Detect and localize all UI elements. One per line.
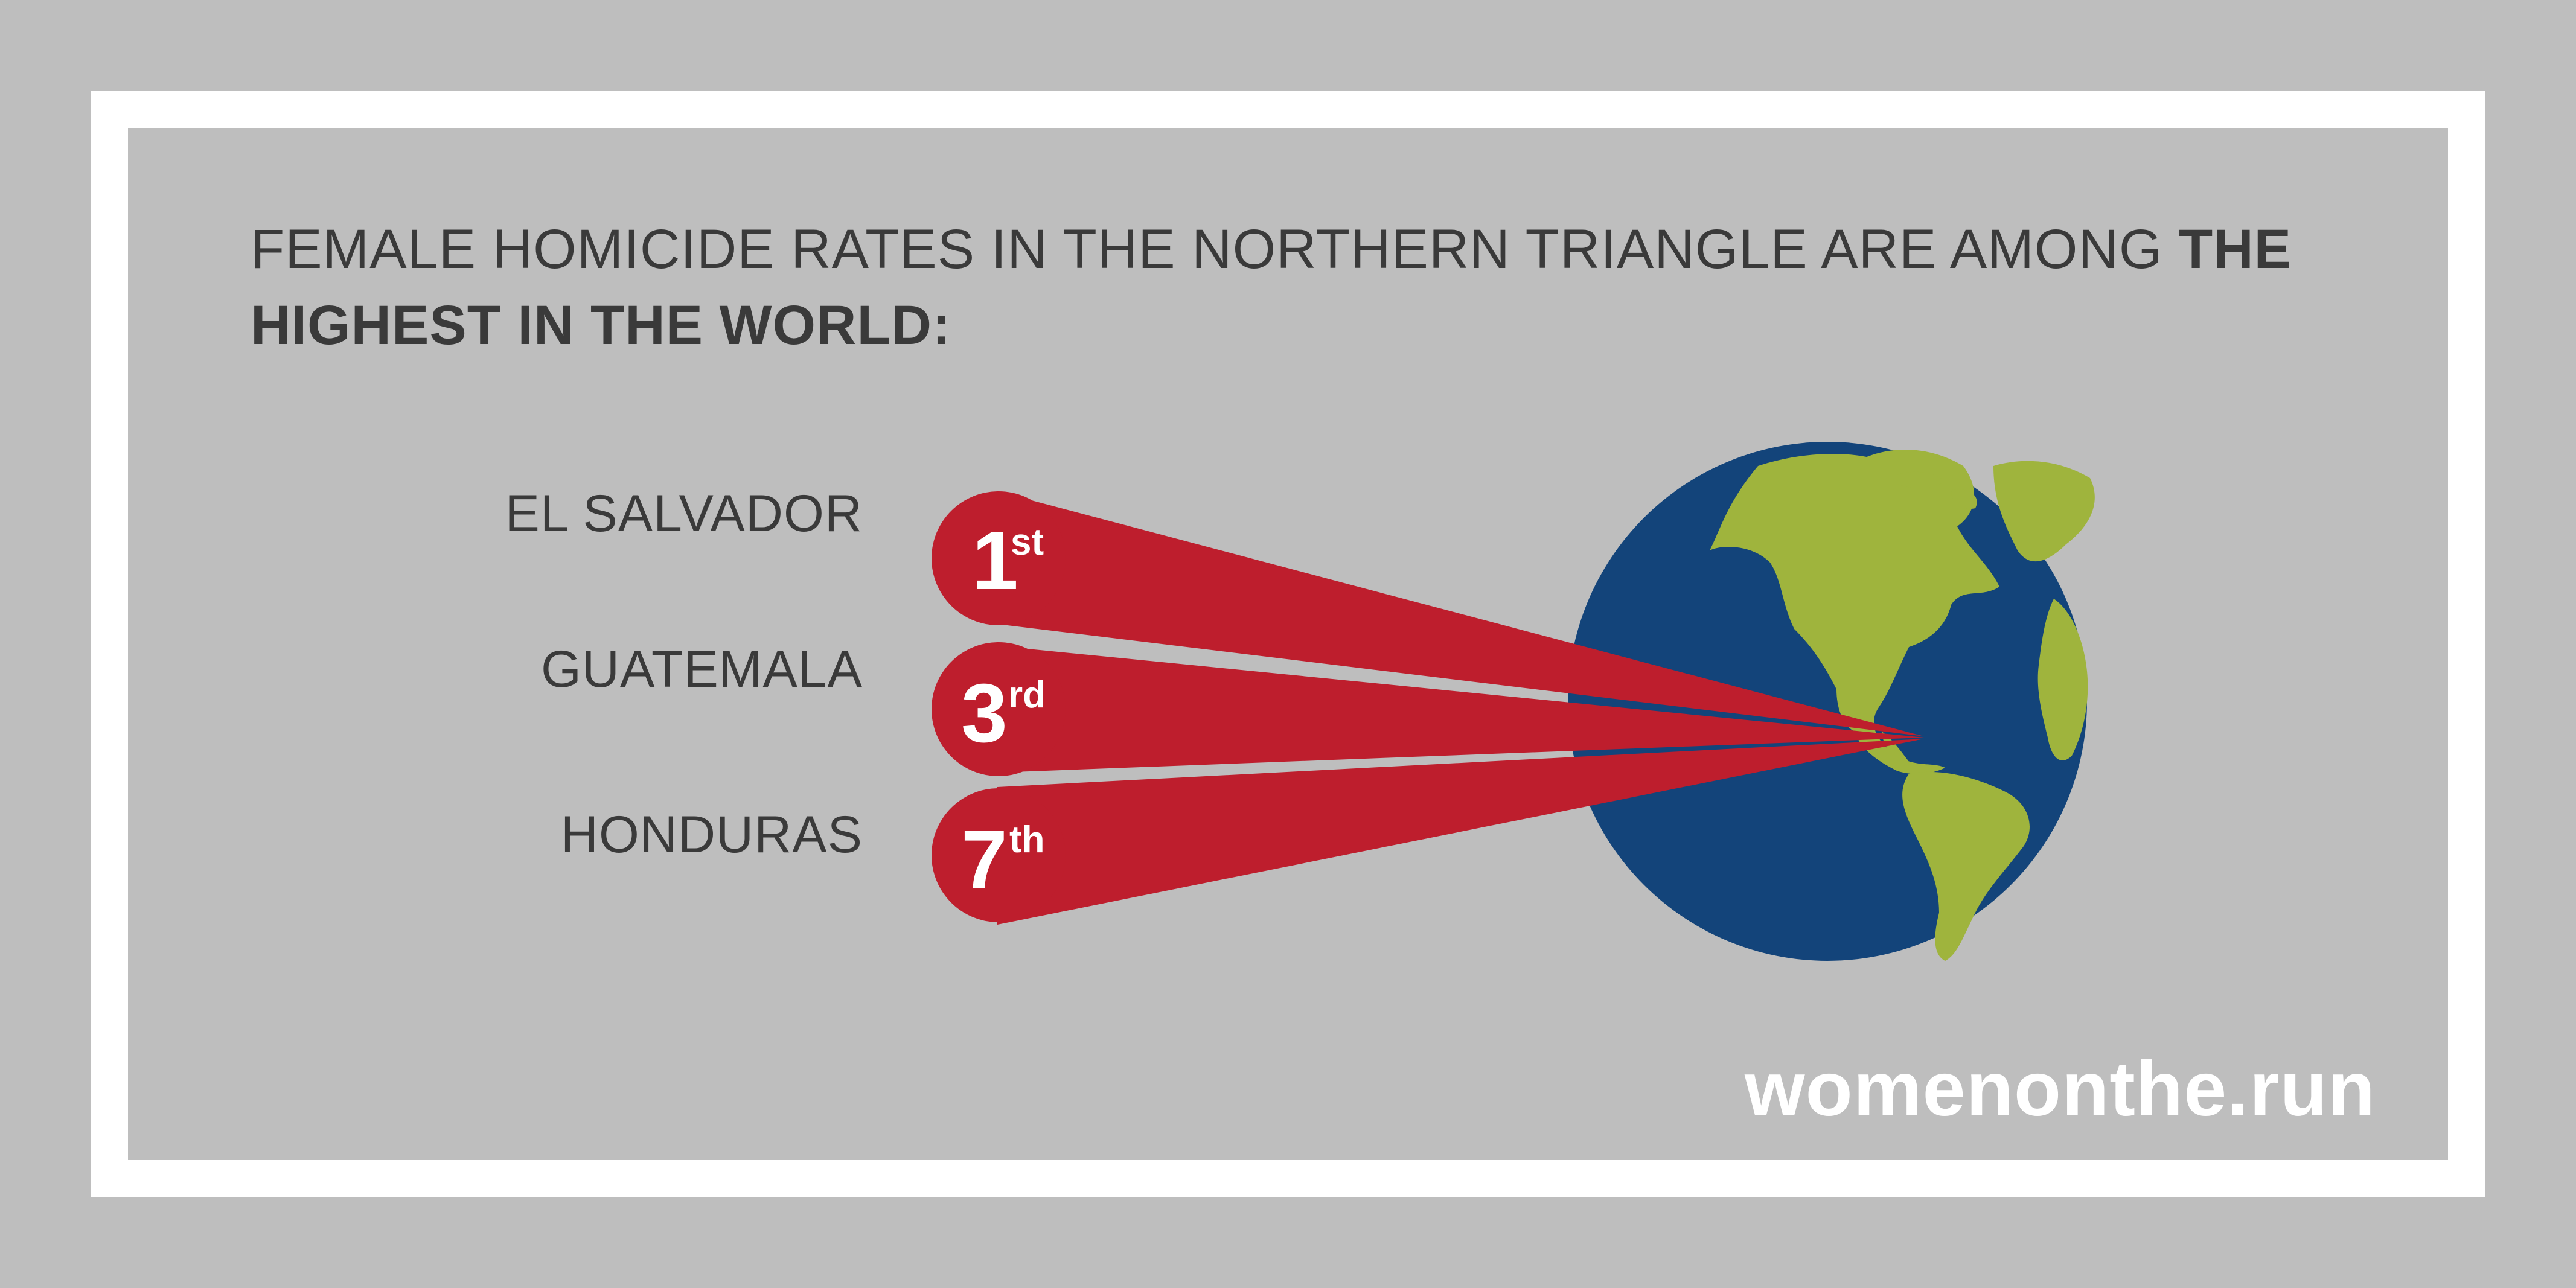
headline-bold: THE HIGHEST IN THE WORLD:: [251, 218, 2292, 356]
beam-guatemala: [997, 646, 1924, 773]
website-url: womenonthe.run: [1744, 1046, 2376, 1132]
rank-badge-3: 3 rd: [932, 642, 1066, 776]
country-label-guatemala: GUATEMALA: [540, 640, 863, 698]
rank-badge-7: 7 th: [932, 788, 1066, 922]
globe-icon: [1568, 442, 2095, 961]
rank-suffix: st: [1011, 521, 1044, 563]
country-label-el-salvador: EL SALVADOR: [505, 485, 863, 543]
headline: FEMALE HOMICIDE RATES IN THE NORTHERN TR…: [251, 211, 2303, 363]
beam-honduras: [997, 739, 1924, 925]
beam-el-salvador: [997, 491, 1924, 736]
rank-badge-1: 1 st: [932, 491, 1066, 625]
rank-suffix: rd: [1008, 674, 1046, 716]
rank-number: 3: [961, 667, 1008, 760]
infographic-panel: FEMALE HOMICIDE RATES IN THE NORTHERN TR…: [128, 128, 2448, 1160]
ranking-graphic: 1 st 3 rd 7 th: [932, 442, 2095, 961]
rank-beams: [997, 491, 1924, 925]
rank-number: 1: [972, 514, 1018, 607]
rank-number: 7: [961, 814, 1008, 907]
headline-regular: FEMALE HOMICIDE RATES IN THE NORTHERN TR…: [251, 218, 2179, 280]
rank-suffix: th: [1009, 819, 1045, 861]
country-label-honduras: HONDURAS: [560, 806, 863, 864]
